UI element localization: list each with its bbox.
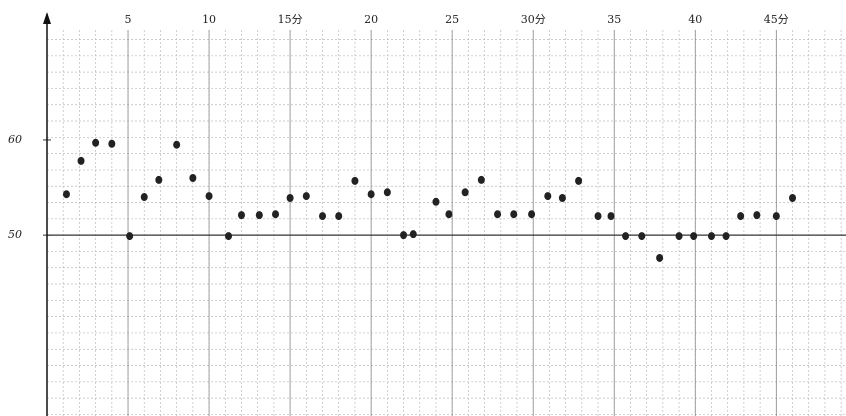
- point: [575, 177, 582, 185]
- x-tick-label: 45分: [764, 13, 789, 26]
- point: [559, 194, 566, 202]
- point: [753, 211, 760, 219]
- x-tick-label: 5: [125, 13, 132, 26]
- point: [206, 192, 213, 200]
- point: [303, 192, 310, 200]
- point: [656, 254, 663, 262]
- point: [78, 157, 85, 165]
- point: [676, 232, 683, 240]
- x-tick-label: 35: [607, 13, 621, 26]
- point: [141, 193, 148, 201]
- point: [108, 140, 115, 148]
- point: [351, 177, 358, 185]
- point: [737, 212, 744, 220]
- point: [773, 212, 780, 220]
- point: [410, 230, 417, 238]
- point: [708, 232, 715, 240]
- point: [189, 174, 196, 182]
- point: [287, 194, 294, 202]
- point: [544, 192, 551, 200]
- point: [462, 188, 469, 196]
- point: [478, 176, 485, 184]
- x-tick-label: 40: [688, 13, 702, 26]
- point: [238, 211, 245, 219]
- point: [126, 232, 133, 240]
- point: [494, 210, 501, 218]
- point: [272, 210, 279, 218]
- point: [335, 212, 342, 220]
- x-tick-label: 25: [445, 13, 459, 26]
- x-tick-label: 15分: [278, 13, 303, 26]
- point: [155, 176, 162, 184]
- point: [608, 212, 615, 220]
- point: [445, 210, 452, 218]
- point: [595, 212, 602, 220]
- point: [400, 231, 407, 239]
- point: [723, 232, 730, 240]
- point: [622, 232, 629, 240]
- x-tick-label: 20: [364, 13, 378, 26]
- x-tick-label: 30分: [521, 13, 546, 26]
- point: [63, 190, 70, 198]
- point: [690, 232, 697, 240]
- point: [789, 194, 796, 202]
- point: [319, 212, 326, 220]
- point: [173, 141, 180, 149]
- chart: 5 10 15分 20 25 30分 35 40 45分 50 60: [0, 0, 846, 416]
- point: [638, 232, 645, 240]
- x-tick-label: 10: [202, 13, 216, 26]
- point: [225, 232, 232, 240]
- point: [368, 190, 375, 198]
- point: [432, 198, 439, 206]
- point: [256, 211, 263, 219]
- y-tick-label: 50: [8, 228, 22, 241]
- point: [92, 139, 99, 147]
- y-tick-label: 60: [8, 133, 22, 146]
- axis-arrow: [43, 12, 51, 24]
- point: [510, 210, 517, 218]
- point: [528, 210, 535, 218]
- point: [384, 188, 391, 196]
